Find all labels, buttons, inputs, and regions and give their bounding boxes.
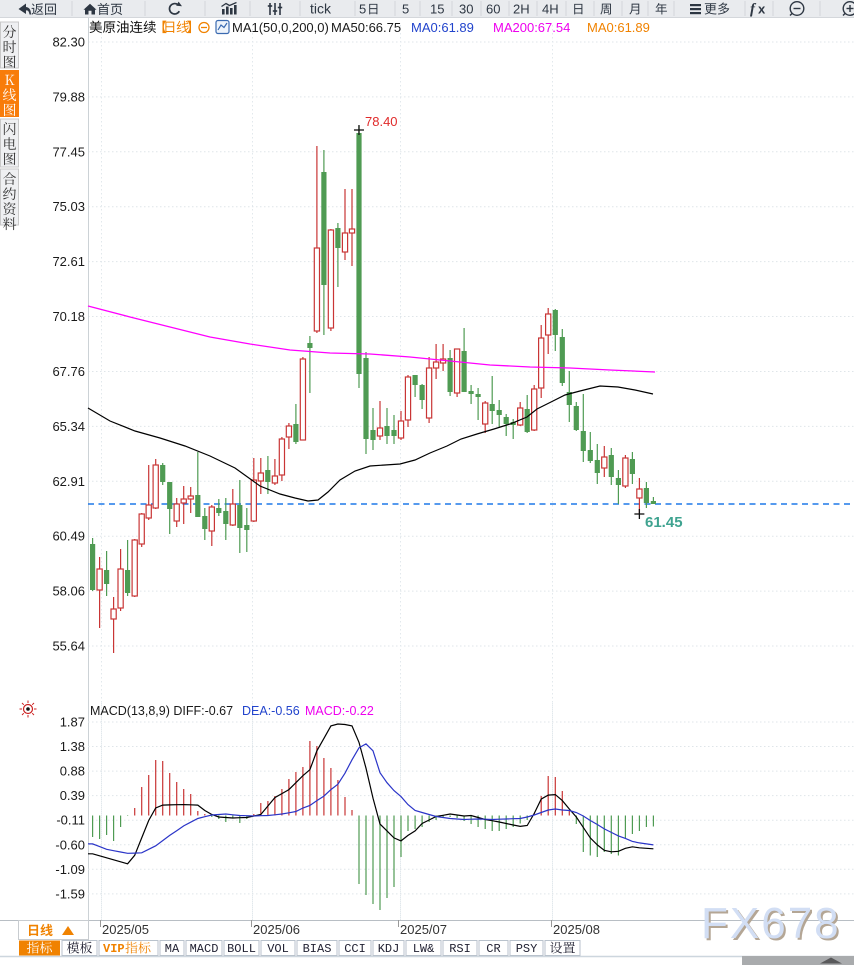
svg-text:MA50:66.75: MA50:66.75 xyxy=(331,20,401,35)
svg-text:-0.11: -0.11 xyxy=(56,813,85,828)
svg-text:70.18: 70.18 xyxy=(52,309,85,324)
svg-text:65.34: 65.34 xyxy=(52,419,85,434)
svg-text:MACD:-0.22: MACD:-0.22 xyxy=(305,704,374,718)
svg-text:77.45: 77.45 xyxy=(52,144,85,159)
svg-text:LW&: LW& xyxy=(413,942,435,956)
svg-text:2025/07: 2025/07 xyxy=(400,922,447,937)
svg-text:-1.09: -1.09 xyxy=(55,862,85,877)
svg-text:55.64: 55.64 xyxy=(52,639,85,654)
svg-text:1.38: 1.38 xyxy=(60,739,85,754)
svg-text:f: f xyxy=(750,2,757,18)
svg-text:79.88: 79.88 xyxy=(52,89,85,104)
svg-text:0.88: 0.88 xyxy=(60,764,85,779)
svg-text:BOLL: BOLL xyxy=(227,942,256,956)
svg-text:1.87: 1.87 xyxy=(60,715,85,730)
svg-text:82.30: 82.30 xyxy=(52,35,85,50)
svg-text:FX678: FX678 xyxy=(701,899,841,948)
svg-text:2025/05: 2025/05 xyxy=(102,922,149,937)
svg-text:PSY: PSY xyxy=(516,942,538,956)
svg-text:75.03: 75.03 xyxy=(52,199,85,214)
svg-text:5: 5 xyxy=(402,2,409,17)
svg-text:2025/08: 2025/08 xyxy=(553,922,600,937)
svg-text:CR: CR xyxy=(486,942,500,956)
svg-text:-0.60: -0.60 xyxy=(55,837,85,852)
svg-text:VOL: VOL xyxy=(267,942,289,956)
svg-text:15: 15 xyxy=(430,2,444,17)
svg-text:MACD(13,8,9) DIFF:-0.67: MACD(13,8,9) DIFF:-0.67 xyxy=(90,704,233,718)
svg-text:58.06: 58.06 xyxy=(52,584,85,599)
svg-text:x: x xyxy=(758,2,766,17)
svg-text:MA200:67.54: MA200:67.54 xyxy=(493,20,570,35)
svg-text:-1.59: -1.59 xyxy=(55,886,85,901)
svg-text:30: 30 xyxy=(459,2,473,17)
svg-text:BIAS: BIAS xyxy=(303,942,332,956)
svg-text:62.91: 62.91 xyxy=(52,474,85,489)
svg-text:VIP: VIP xyxy=(103,942,125,956)
svg-text:CCI: CCI xyxy=(344,942,366,956)
svg-text:DEA:-0.56: DEA:-0.56 xyxy=(242,704,300,718)
svg-text:KDJ: KDJ xyxy=(378,942,400,956)
svg-text:5: 5 xyxy=(359,2,366,17)
svg-text:72.61: 72.61 xyxy=(52,254,85,269)
svg-text:78.40: 78.40 xyxy=(365,114,398,129)
svg-text:60: 60 xyxy=(486,2,500,17)
svg-text:RSI: RSI xyxy=(449,942,471,956)
svg-text:MA0:61.89: MA0:61.89 xyxy=(587,20,650,35)
svg-text:MA0:61.89: MA0:61.89 xyxy=(411,20,474,35)
svg-text:MA: MA xyxy=(165,942,180,956)
svg-text:60.49: 60.49 xyxy=(52,529,85,544)
svg-text:MA1(50,0,200,0): MA1(50,0,200,0) xyxy=(232,20,329,35)
svg-text:tick: tick xyxy=(310,1,332,17)
svg-text:2H: 2H xyxy=(513,2,530,17)
svg-text:0.39: 0.39 xyxy=(60,788,85,803)
svg-text:2025/06: 2025/06 xyxy=(253,922,300,937)
svg-text:67.76: 67.76 xyxy=(52,364,85,379)
svg-text:61.45: 61.45 xyxy=(645,514,683,531)
svg-text:4H: 4H xyxy=(542,2,559,17)
svg-text:MACD: MACD xyxy=(190,942,219,956)
